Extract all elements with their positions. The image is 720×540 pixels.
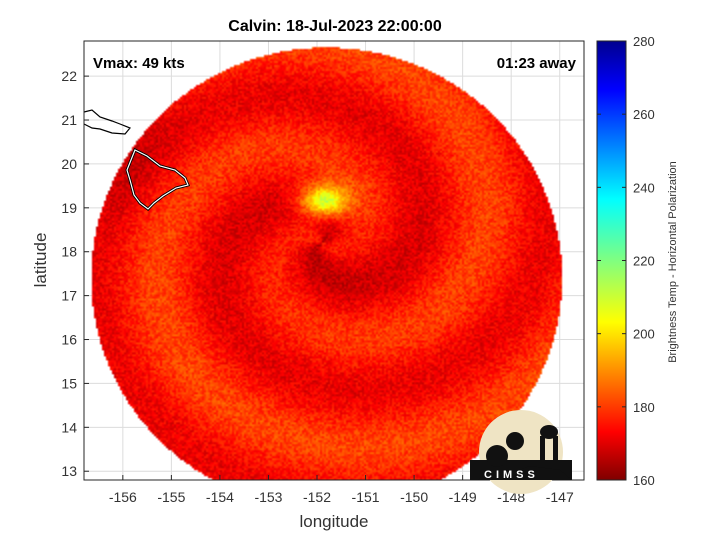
x-tick-label: -152 [303,489,331,505]
colorbar-label: Brightness Temp - Horizontal Polarizatio… [667,161,679,363]
x-tick-label: -154 [206,489,234,505]
vmax-annotation: Vmax: 49 kts [93,55,185,72]
colorbar-tick-label: 180 [633,400,655,415]
y-tick-label: 22 [61,68,77,84]
x-tick-label: -156 [109,489,137,505]
x-tick-label: -150 [400,489,428,505]
y-tick-label: 14 [61,419,77,435]
chart-title: Calvin: 18-Jul-2023 22:00:00 [228,18,442,35]
colorbar-tick-label: 220 [633,254,655,269]
brightness-temp-heatmap [84,41,584,480]
time-away-annotation: 01:23 away [497,55,577,72]
colorbar-tick-label: 200 [633,327,655,342]
colorbar [596,40,627,481]
x-tick-label: -153 [254,489,282,505]
coastlines [83,109,191,211]
y-tick-label: 13 [61,463,77,479]
y-tick-label: 21 [61,112,77,128]
x-tick-label: -151 [352,489,380,505]
y-tick-label: 17 [61,288,77,304]
colorbar-tick-label: 160 [633,473,655,488]
y-axis-ticks: 13 14 15 16 17 18 19 20 21 22 [61,68,89,479]
axes-frame [83,40,585,481]
colorbar-ticks: 160 180 200 220 240 260 280 [597,34,655,488]
x-tick-label: -155 [157,489,185,505]
cimss-logo: CIMSS [470,410,572,494]
y-tick-label: 15 [61,375,77,391]
y-tick-label: 19 [61,200,77,216]
y-axis-label: latitude [31,233,50,288]
y-tick-label: 20 [61,156,77,172]
colorbar-tick-label: 240 [633,180,655,195]
x-axis-label: longitude [299,512,368,531]
x-axis-ticks: -156 -155 -154 -153 -152 -151 -150 -149 -148 -147 [109,475,574,505]
colorbar-tick-label: 260 [633,107,655,122]
coastline-maui [83,109,131,135]
y-tick-label: 18 [61,244,77,260]
y-tick-label: 16 [61,332,77,348]
logo-text: CIMSS [484,469,539,481]
colorbar-tick-label: 280 [633,34,655,49]
x-tick-label: -149 [449,489,477,505]
x-tick-label: -147 [546,489,574,505]
